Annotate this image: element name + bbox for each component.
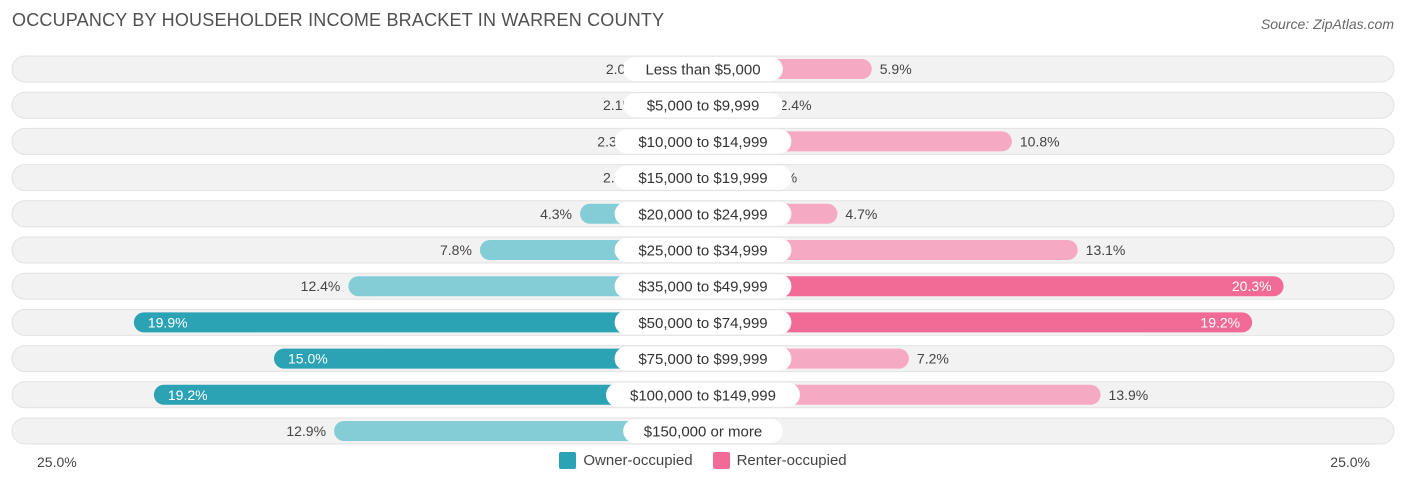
category-label: $20,000 to $24,999 (638, 206, 767, 223)
category-label: Less than $5,000 (645, 62, 760, 79)
value-label-owner: 12.4% (301, 278, 341, 294)
bar-renter (703, 240, 1078, 260)
value-label-owner: 7.8% (440, 242, 472, 258)
value-label-renter: 20.3% (1232, 278, 1272, 294)
value-label-owner: 15.0% (288, 351, 328, 367)
legend-label-owner: Owner-occupied (583, 452, 693, 469)
legend-swatch-owner (559, 452, 577, 469)
value-label-owner: 19.2% (168, 387, 208, 403)
bar-owner (348, 276, 703, 297)
category-label-pill (614, 165, 792, 190)
chart-title: OCCUPANCY BY HOUSEHOLDER INCOME BRACKET … (12, 10, 665, 30)
legend-swatch-renter (712, 452, 730, 469)
category-label-pill (623, 57, 783, 81)
value-label-renter: 5.9% (880, 61, 912, 77)
value-label-owner: 19.9% (148, 314, 188, 330)
bar-owner (153, 384, 703, 405)
category-label: $15,000 to $19,999 (638, 170, 767, 187)
category-label: $150,000 or more (644, 424, 762, 441)
bar-renter (703, 276, 1284, 297)
value-label-renter: 4.7% (845, 206, 877, 222)
value-label-renter: 2.4% (780, 97, 812, 113)
category-label-pill (614, 129, 792, 154)
bar-owner (133, 312, 704, 333)
value-label-owner: 4.3% (540, 206, 572, 222)
category-label-pill (606, 382, 800, 407)
bar-renter (703, 384, 1101, 405)
axis-right-label: 25.0% (1330, 454, 1370, 470)
bar-renter (703, 312, 1253, 333)
category-label: $35,000 to $49,999 (638, 279, 767, 296)
legend: Owner-occupied Renter-occupied (0, 452, 1406, 469)
legend-item-owner: Owner-occupied (559, 452, 693, 469)
legend-label-renter: Renter-occupied (736, 452, 847, 469)
category-label-pill (614, 238, 792, 262)
category-label: $10,000 to $14,999 (638, 134, 767, 151)
value-label-owner: 12.9% (286, 423, 326, 439)
value-label-renter: 10.8% (1020, 133, 1060, 149)
bar-owner (334, 421, 703, 441)
value-label-renter: 13.9% (1109, 387, 1149, 403)
category-label-pill (614, 310, 792, 335)
value-label-renter: 19.2% (1200, 314, 1240, 330)
category-label: $50,000 to $74,999 (638, 315, 767, 332)
category-label-pill (623, 93, 783, 118)
category-label: $100,000 to $149,999 (630, 387, 776, 404)
category-label-pill (614, 274, 792, 299)
legend-item-renter: Renter-occupied (712, 452, 847, 469)
axis-left-label: 25.0% (37, 454, 77, 470)
category-label-pill (623, 419, 783, 443)
value-label-renter: 13.1% (1086, 242, 1126, 258)
category-label-pill (614, 201, 792, 226)
bar-owner (274, 348, 703, 369)
category-label: $5,000 to $9,999 (647, 98, 760, 115)
category-label: $25,000 to $34,999 (638, 243, 767, 260)
category-label: $75,000 to $99,999 (638, 351, 767, 368)
category-label-pill (614, 346, 792, 371)
chart-source: Source: ZipAtlas.com (1260, 16, 1394, 32)
value-label-renter: 7.2% (917, 351, 949, 367)
